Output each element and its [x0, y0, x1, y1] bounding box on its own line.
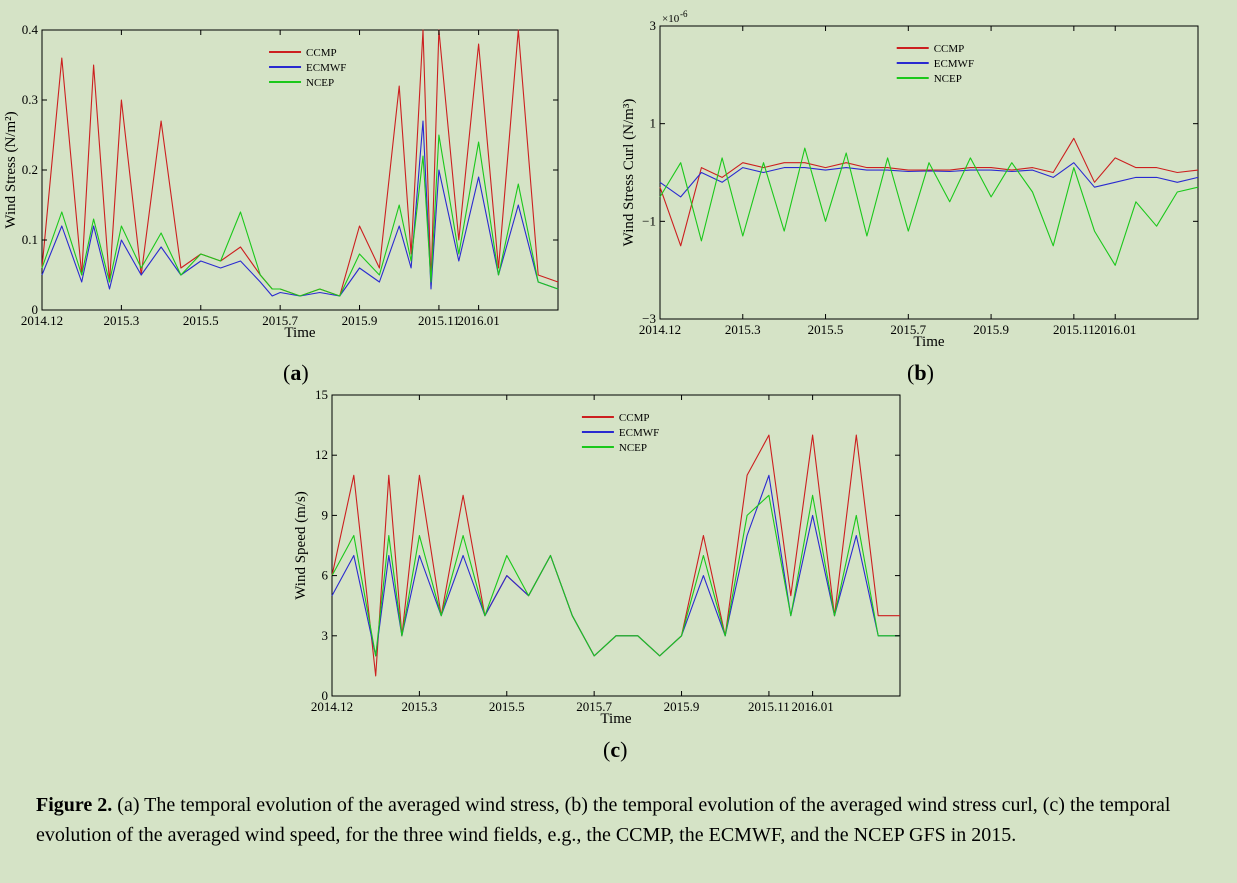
x-tick-label: 2015.7 [890, 322, 926, 337]
series-line-ncep [41, 134, 559, 297]
x-tick-label: 2015.5 [489, 699, 525, 714]
x-tick-label: 2015.3 [104, 313, 140, 328]
x-tick-label: 2015.3 [402, 699, 438, 714]
x-axis-title: Time [600, 711, 631, 727]
x-axis-title: Time [284, 325, 315, 341]
legend-label: ECMWF [619, 427, 659, 439]
wind-stress-curl-chart: −3 −1 1 3 2014.12 2015.3 2015.5 2015.7 2015.9 201… [621, 9, 1199, 350]
y-tick-label: 0.4 [22, 22, 39, 37]
legend-label: ECMWF [934, 58, 974, 70]
x-tick-label: 2015.3 [725, 322, 761, 337]
legend-label: NCEP [934, 73, 962, 85]
y-tick-label: 0.2 [22, 162, 38, 177]
y-axis-title: Wind Stress Curl (N/m³) [621, 99, 637, 247]
series-line-ccmp [331, 434, 900, 677]
y-multiplier-exponent: -6 [680, 9, 688, 19]
x-tick-label: 2015.7 [576, 699, 612, 714]
plot-frame [659, 25, 1199, 320]
series-line-ccmp [41, 29, 559, 297]
y-tick-label: 15 [315, 387, 328, 402]
y-axis-title: Wind Stress (N/m²) [3, 111, 19, 228]
x-tick-label: 2015.9 [973, 322, 1009, 337]
x-tick-label: 2016.01 [1094, 322, 1136, 337]
x-tick-label: 2015.9 [664, 699, 700, 714]
y-tick-label: 6 [322, 568, 329, 583]
x-axis-title: Time [913, 334, 944, 350]
y-tick-label: 9 [322, 507, 329, 522]
series-line-ecmwf [41, 120, 559, 297]
x-tick-label: 2014.12 [21, 313, 63, 328]
plot-frame [331, 394, 901, 697]
series-line-ncep [331, 494, 900, 657]
x-tick-label: 2015.9 [342, 313, 378, 328]
series-line-ccmp [659, 137, 1199, 247]
y-multiplier: ×10 [662, 13, 680, 25]
x-tick-label: 2015.5 [183, 313, 219, 328]
y-tick-label: 3 [322, 628, 329, 643]
y-tick-label: 0 [322, 688, 329, 703]
wind-stress-chart: 0 0.1 0.2 0.3 0.4 2014.12 2015.3 2015.5 2015.7 20… [3, 22, 559, 341]
x-tick-label: 2014.12 [311, 699, 353, 714]
legend-label: CCMP [306, 47, 337, 59]
series-line-ncep [659, 147, 1199, 266]
caption-label: Figure 2. [36, 794, 113, 816]
series-line-ecmwf [331, 474, 900, 657]
x-tick-label: 2015.11 [418, 313, 460, 328]
y-tick-label: 3 [650, 18, 657, 33]
legend-label: CCMP [619, 412, 650, 424]
y-axis-title: Wind Speed (m/s) [293, 491, 309, 600]
x-tick-label: 2015.11 [1053, 322, 1095, 337]
y-tick-label: 0.1 [22, 232, 38, 247]
y-tick-label: 12 [315, 447, 328, 462]
legend-label: ECMWF [306, 62, 346, 74]
figure-caption: Figure 2. (a) The temporal evolution of … [36, 790, 1206, 850]
x-tick-label: 2014.12 [639, 322, 681, 337]
panel-label-a: (a) [283, 360, 309, 385]
y-tick-label: 0.3 [22, 92, 38, 107]
panel-label-c: (c) [603, 737, 628, 762]
x-tick-label: 2015.11 [748, 699, 790, 714]
legend-label: NCEP [619, 442, 647, 454]
wind-speed-chart: 0 3 6 9 12 15 2014.12 2015.3 2015.5 2015.7 2015.9 2… [293, 387, 901, 727]
y-tick-label: −1 [642, 213, 656, 228]
panel-label-b: (b) [907, 360, 934, 385]
legend-label: CCMP [934, 43, 965, 55]
y-tick-label: 0 [32, 302, 39, 317]
legend-label: NCEP [306, 77, 334, 89]
x-tick-label: 2016.01 [791, 699, 833, 714]
x-tick-label: 2015.5 [808, 322, 844, 337]
caption-text: (a) The temporal evolution of the averag… [36, 794, 1171, 846]
x-tick-label: 2016.01 [457, 313, 499, 328]
series-line-ecmwf [659, 162, 1199, 198]
x-tick-label: 2015.7 [262, 313, 298, 328]
y-tick-label: −3 [642, 311, 656, 326]
y-tick-label: 1 [650, 116, 657, 131]
